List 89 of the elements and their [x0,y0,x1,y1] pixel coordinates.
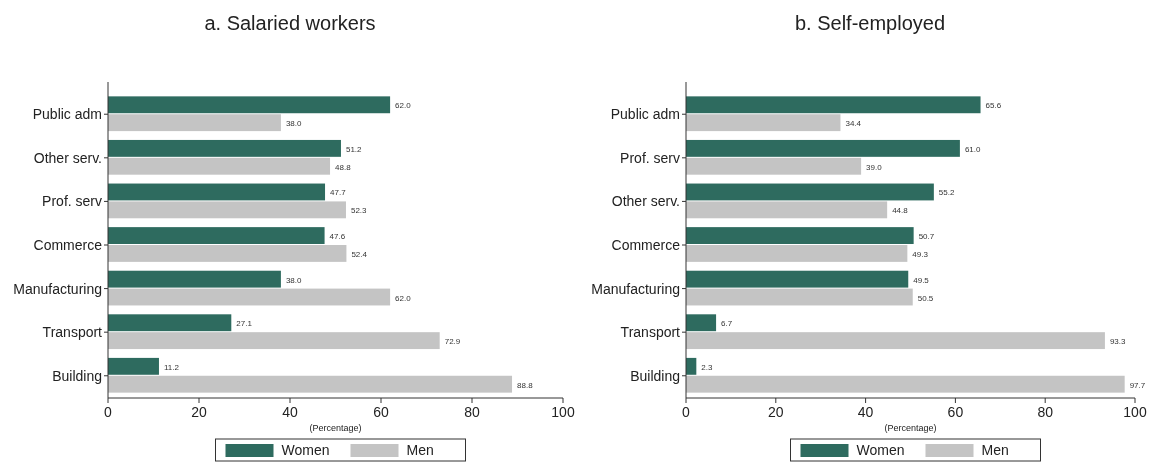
bar [686,375,1125,393]
bar [108,314,232,332]
bar [108,114,281,132]
data-label: 38.0 [285,119,303,129]
y-tick-label: Transport [620,324,681,341]
bar [686,139,960,157]
bar [686,201,888,219]
y-tick-label: Manufacturing [591,280,680,297]
x-tick-label: 60 [947,404,964,420]
data-label: 97.7 [1129,380,1146,390]
bar [686,183,934,201]
data-label: 11.2 [163,362,180,372]
data-label: 38.0 [285,275,303,285]
y-tick-label: Other serv. [611,193,680,210]
x-tick-label: 100 [1123,404,1147,420]
data-label: 72.9 [444,337,461,347]
bar [686,114,841,132]
data-label: 49.3 [912,249,929,259]
y-tick-label: Public adm [32,106,102,123]
x-tick-label: 60 [373,404,389,420]
bar [108,96,391,114]
legend-label: Women [281,442,330,458]
bar [108,227,325,244]
data-label: 62.0 [395,293,412,303]
bar [686,288,913,306]
y-tick-label: Building [630,367,680,384]
bar [686,332,1105,350]
bar [686,245,908,262]
legend-label: Men [981,442,1009,458]
bar [108,332,440,350]
data-label: 88.8 [517,380,534,390]
x-tick-label: 80 [464,404,480,420]
data-label: 61.0 [964,144,982,154]
data-label: 6.7 [721,319,733,329]
bar [108,357,159,375]
x-tick-label: 40 [857,404,874,420]
bar [108,139,341,157]
y-tick-label: Prof. serv [620,149,680,166]
x-axis-title: (Percentage) [309,423,362,433]
bar [686,157,862,175]
data-label: 93.3 [1109,337,1127,347]
bar [686,270,909,288]
x-axis-title: (Percentage) [884,423,937,433]
data-label: 34.4 [845,119,862,129]
bar [108,183,326,201]
data-label: 55.2 [938,188,955,198]
data-label: 62.0 [395,101,412,111]
chart-title: a. Salaried workers [204,12,376,34]
bar [686,314,717,332]
x-tick-label: 100 [551,404,575,420]
bar [108,375,513,393]
bar [108,288,391,306]
data-label: 48.8 [335,162,352,172]
bar [686,227,914,244]
data-label: 52.4 [351,249,368,259]
y-tick-label: Prof. serv [42,193,102,210]
chart-title: b. Self-employed [794,12,946,34]
x-tick-label: 40 [282,404,298,420]
y-tick-label: Building [52,367,102,384]
legend-label: Women [856,442,905,458]
data-label: 51.2 [345,144,363,154]
x-tick-label: 20 [768,404,784,420]
data-label: 52.3 [350,206,368,216]
x-tick-label: 0 [682,404,691,420]
bar [108,270,281,288]
data-label: 39.0 [866,162,883,172]
data-label: 2.3 [701,362,713,372]
data-label: 65.6 [985,101,1002,111]
data-label: 49.5 [913,275,930,285]
y-tick-label: Public adm [610,106,680,123]
legend-label: Men [406,442,434,458]
bar [686,96,981,114]
x-tick-label: 20 [191,404,207,420]
data-label: 50.5 [917,293,934,303]
y-tick-label: Other serv. [33,149,102,166]
data-label: 50.7 [918,232,935,242]
data-label: 47.6 [329,232,346,242]
data-label: 27.1 [236,319,253,329]
data-label: 47.7 [330,188,347,198]
y-tick-label: Commerce [33,237,103,253]
x-tick-label: 80 [1037,404,1054,420]
x-tick-label: 0 [104,404,113,420]
bar [108,245,347,262]
data-label: 44.8 [892,206,909,216]
y-tick-label: Commerce [611,237,681,253]
y-tick-label: Manufacturing [13,280,102,297]
bar [108,201,346,219]
bar [108,157,331,175]
y-tick-label: Transport [42,324,103,341]
